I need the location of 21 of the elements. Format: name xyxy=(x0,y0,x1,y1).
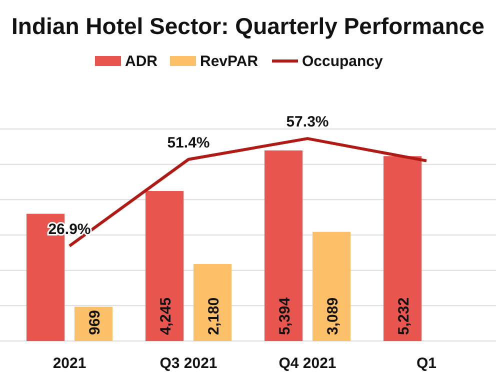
x-tick-label: 2021 xyxy=(52,355,86,372)
legend-label: RevPAR xyxy=(200,53,258,70)
data-label: 5,394 xyxy=(276,296,294,335)
bar xyxy=(146,191,184,341)
x-tick-label: Q1 xyxy=(416,355,437,372)
data-label: 4,245 xyxy=(158,297,174,335)
bar xyxy=(384,156,422,341)
data-label: 5,232 xyxy=(396,297,412,335)
legend-label: ADR xyxy=(125,53,158,70)
data-label: 57.3% xyxy=(286,114,329,131)
data-label: 3,089 xyxy=(324,297,342,335)
bar xyxy=(264,150,302,341)
legend-label: Occupancy xyxy=(302,53,384,70)
data-label: 969 xyxy=(86,310,104,335)
bar xyxy=(312,232,350,341)
chart-title: Indian Hotel Sector: Quarterly Performance xyxy=(12,13,484,39)
bar xyxy=(194,264,232,341)
x-tick-label: Q3 2021 xyxy=(160,355,218,372)
data-label: 51.4% xyxy=(167,134,210,152)
x-tick-label: Q4 2021 xyxy=(278,355,336,372)
data-label: 2,180 xyxy=(206,297,222,335)
